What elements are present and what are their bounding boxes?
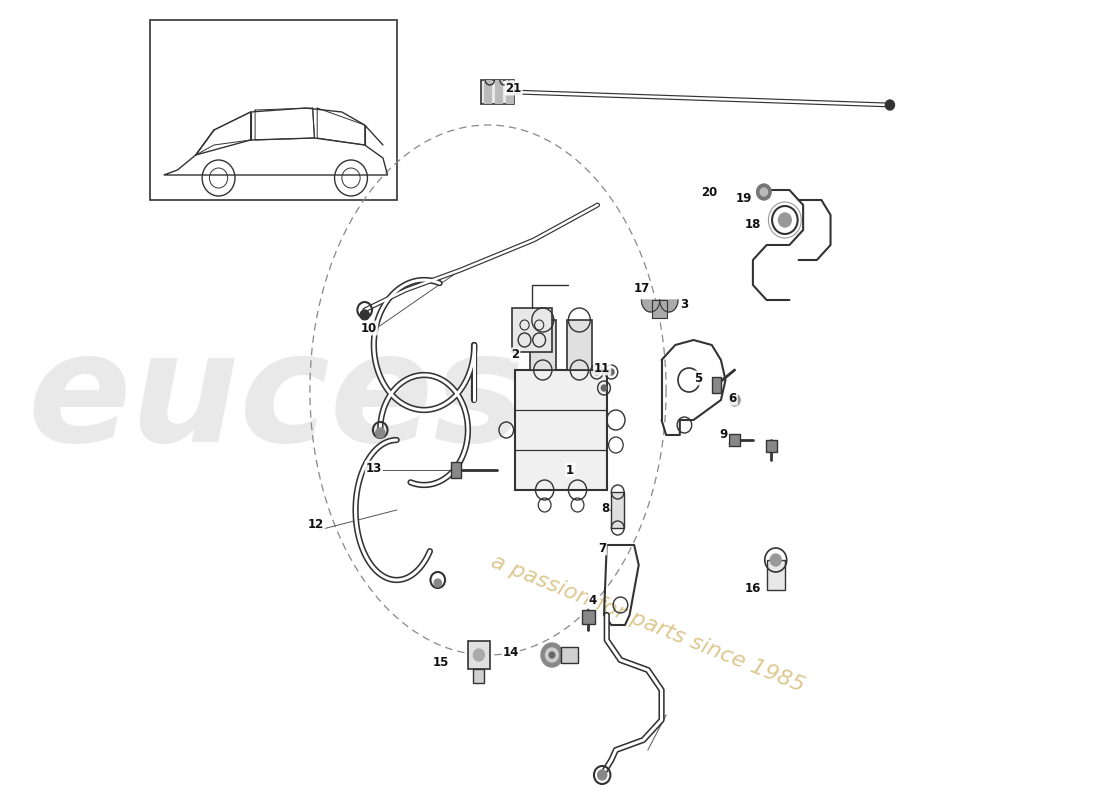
Circle shape bbox=[886, 100, 894, 110]
Text: 1: 1 bbox=[566, 463, 574, 477]
Circle shape bbox=[757, 184, 771, 200]
Text: 17: 17 bbox=[634, 282, 650, 294]
Bar bbox=[484, 80, 492, 104]
Text: a passion for parts since 1985: a passion for parts since 1985 bbox=[488, 552, 807, 696]
Circle shape bbox=[770, 554, 781, 566]
Text: 19: 19 bbox=[736, 191, 752, 205]
Text: 2: 2 bbox=[512, 349, 519, 362]
Bar bbox=[495, 80, 503, 104]
Bar bbox=[767, 560, 785, 590]
Text: 18: 18 bbox=[745, 218, 761, 231]
Circle shape bbox=[760, 188, 768, 196]
Text: 20: 20 bbox=[701, 186, 717, 198]
Bar bbox=[516, 370, 607, 490]
Text: euces: euces bbox=[28, 326, 525, 474]
Bar bbox=[729, 434, 740, 446]
Bar bbox=[481, 80, 514, 104]
Polygon shape bbox=[641, 300, 660, 312]
Bar bbox=[652, 300, 667, 318]
Circle shape bbox=[434, 579, 441, 587]
Circle shape bbox=[602, 385, 607, 391]
Text: 6: 6 bbox=[728, 391, 737, 405]
Circle shape bbox=[608, 369, 614, 375]
Text: 4: 4 bbox=[588, 594, 597, 606]
Text: 10: 10 bbox=[361, 322, 377, 334]
Text: 3: 3 bbox=[680, 298, 689, 311]
Bar bbox=[612, 492, 624, 528]
Circle shape bbox=[779, 213, 791, 227]
Circle shape bbox=[376, 428, 385, 438]
Circle shape bbox=[473, 649, 484, 661]
Text: 7: 7 bbox=[598, 542, 606, 554]
Text: 5: 5 bbox=[694, 371, 702, 385]
Circle shape bbox=[546, 648, 559, 662]
Circle shape bbox=[541, 643, 563, 667]
Bar bbox=[766, 440, 777, 452]
Text: 21: 21 bbox=[506, 82, 521, 94]
Text: 16: 16 bbox=[745, 582, 761, 594]
Circle shape bbox=[360, 310, 370, 320]
Bar bbox=[712, 377, 720, 393]
Bar bbox=[561, 647, 578, 663]
Circle shape bbox=[549, 652, 554, 658]
Circle shape bbox=[594, 369, 600, 375]
Polygon shape bbox=[660, 300, 678, 312]
Bar bbox=[150, 20, 397, 200]
Bar bbox=[451, 462, 461, 478]
Text: 8: 8 bbox=[601, 502, 609, 514]
Text: 14: 14 bbox=[503, 646, 519, 658]
Bar bbox=[566, 320, 592, 370]
Bar bbox=[506, 80, 514, 104]
Text: 12: 12 bbox=[308, 518, 324, 531]
Bar bbox=[530, 320, 556, 370]
Text: 11: 11 bbox=[594, 362, 610, 374]
Text: 15: 15 bbox=[432, 655, 449, 669]
Text: 13: 13 bbox=[365, 462, 382, 474]
Text: 9: 9 bbox=[719, 429, 728, 442]
Bar bbox=[468, 641, 490, 669]
Bar bbox=[473, 669, 484, 683]
Circle shape bbox=[597, 770, 607, 780]
Bar bbox=[582, 610, 595, 624]
Circle shape bbox=[729, 394, 740, 406]
Bar bbox=[512, 308, 552, 352]
